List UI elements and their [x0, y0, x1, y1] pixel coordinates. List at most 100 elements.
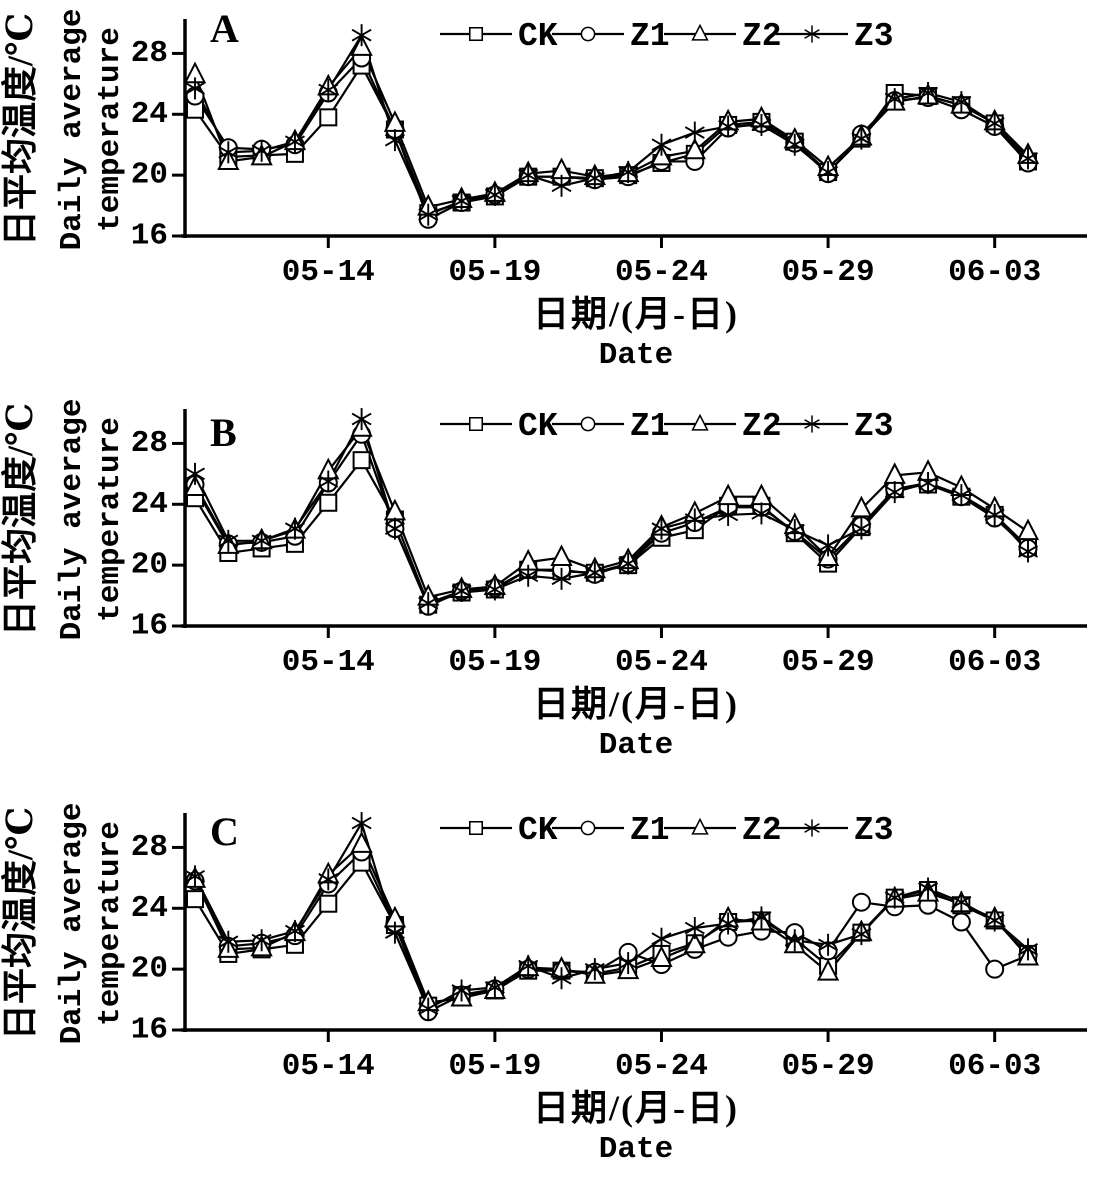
legend-item-Z1: Z1: [552, 408, 670, 445]
data-point-Z1: [951, 912, 971, 932]
data-point-Z3: [284, 135, 305, 148]
data-point-Z2: [550, 544, 573, 567]
x-tick-label: 05-19: [448, 255, 541, 290]
data-point-Z3: [184, 870, 206, 883]
data-point-Z3: [384, 522, 405, 535]
data-point-Z3: [751, 118, 772, 132]
data-point-Z3: [584, 171, 605, 185]
panel-letter: A: [210, 6, 239, 51]
data-point-Z3: [251, 933, 272, 947]
legend-marker-star: [804, 29, 820, 39]
x-tick-label: 05-24: [615, 1049, 708, 1084]
series-line-Z1: [194, 850, 1029, 1013]
data-point-Z3: [684, 921, 705, 935]
panel-B: 16 20 24 28 05-14 05-19 05-24 05-29 06-03 日期/(月-日…: [0, 399, 1087, 763]
y-tick-label: 20: [131, 952, 168, 987]
legend-item-Z3: Z3: [776, 812, 894, 849]
legend-marker-circle: [580, 820, 596, 836]
data-point-Z3: [851, 522, 872, 535]
data-point-Z3: [518, 168, 539, 182]
data-point-Z3: [351, 28, 372, 42]
data-point-Z3: [284, 924, 305, 938]
legend-item-Z1: Z1: [552, 18, 670, 55]
data-point-CK: [319, 493, 338, 512]
data-point-Z2: [683, 137, 706, 160]
y-tick-label: 28: [131, 426, 168, 461]
legend-label: CK: [518, 812, 558, 849]
data-point-Z2: [850, 495, 873, 518]
data-point-Z3: [484, 583, 505, 596]
data-point-Z3: [584, 962, 605, 976]
data-point-Z3: [484, 981, 505, 994]
data-point-Z3: [851, 927, 872, 941]
x-tick-label: 05-19: [448, 645, 541, 680]
x-axis-title-en: Date: [599, 728, 673, 763]
series-line-Z2: [194, 843, 1029, 1004]
x-tick-label: 05-14: [282, 255, 375, 290]
y-tick-label: 16: [131, 219, 168, 254]
y-axis-title-en1: Daily average: [55, 803, 90, 1045]
legend-label: Z1: [630, 18, 670, 55]
panel-A: 16 20 24 28 05-14 05-19 05-24 05-29 06-03 日期/(月-日…: [0, 6, 1087, 373]
y-tick-label: 28: [131, 36, 168, 71]
legend-label: Z2: [742, 812, 782, 849]
data-point-Z3: [884, 485, 905, 499]
data-point-Z2: [883, 462, 906, 484]
x-axis-title-cn: 日期/(月-日): [533, 294, 739, 334]
x-tick-label: 05-19: [448, 1049, 541, 1084]
y-tick-label: 20: [131, 548, 168, 583]
legend-marker-triangle: [691, 23, 709, 41]
data-point-Z3: [818, 539, 839, 552]
data-point-Z3: [984, 914, 1005, 927]
legend-label: Z2: [742, 18, 782, 55]
data-point-Z3: [451, 584, 472, 598]
legend-marker-triangle: [691, 413, 709, 431]
data-point-Z3: [518, 569, 539, 583]
data-point-Z3: [951, 895, 972, 909]
legend-item-CK: CK: [440, 18, 558, 55]
data-point-Z3: [951, 488, 972, 502]
data-point-Z2: [716, 483, 740, 506]
legend-item-Z3: Z3: [776, 18, 894, 55]
legend-marker-circle: [580, 416, 596, 432]
legend-item-CK: CK: [440, 408, 558, 445]
legend-item-Z2: Z2: [664, 408, 782, 445]
data-point-Z3: [784, 138, 805, 152]
legend-item-Z2: Z2: [664, 18, 782, 55]
data-point-Z3: [851, 132, 872, 145]
data-point-Z3: [184, 467, 206, 481]
legend-label: Z2: [742, 408, 782, 445]
x-tick-label: 05-14: [282, 645, 375, 680]
data-point-Z3: [984, 508, 1005, 522]
data-point-Z3: [551, 572, 572, 586]
y-axis-title-en1: Daily average: [55, 9, 90, 251]
data-point-Z3: [251, 534, 272, 548]
data-point-Z3: [718, 917, 739, 930]
y-tick-label: 28: [131, 830, 168, 865]
data-point-Z3: [418, 596, 439, 610]
x-axis-title-en: Date: [599, 1132, 673, 1167]
y-tick-label: 24: [131, 97, 168, 132]
data-point-Z3: [751, 911, 772, 924]
x-tick-label: 05-29: [782, 1049, 875, 1084]
legend-marker-square: [468, 820, 484, 836]
x-tick-label: 05-29: [782, 645, 875, 680]
series-line-Z1: [194, 56, 1029, 221]
legend-label: Z3: [854, 18, 894, 55]
legend-label: Z3: [854, 408, 894, 445]
data-point-CK: [352, 451, 371, 470]
data-point-Z2: [683, 931, 706, 954]
y-axis-title-cn: 日平均温度/℃: [0, 403, 40, 636]
y-axis-title-cn: 日平均温度/℃: [0, 13, 40, 246]
legend-marker-square: [468, 416, 484, 432]
y-axis-title-en2: temperature: [93, 27, 128, 232]
data-point-Z3: [284, 522, 305, 535]
panel-C: 16 20 24 28 05-14 05-19 05-24 05-29 06-03 日期/(月-日…: [0, 803, 1087, 1167]
data-point-Z3: [351, 412, 372, 426]
legend-label: Z1: [630, 408, 670, 445]
legend-label: Z1: [630, 812, 670, 849]
data-point-Z3: [684, 126, 705, 139]
data-point-Z3: [618, 956, 639, 970]
